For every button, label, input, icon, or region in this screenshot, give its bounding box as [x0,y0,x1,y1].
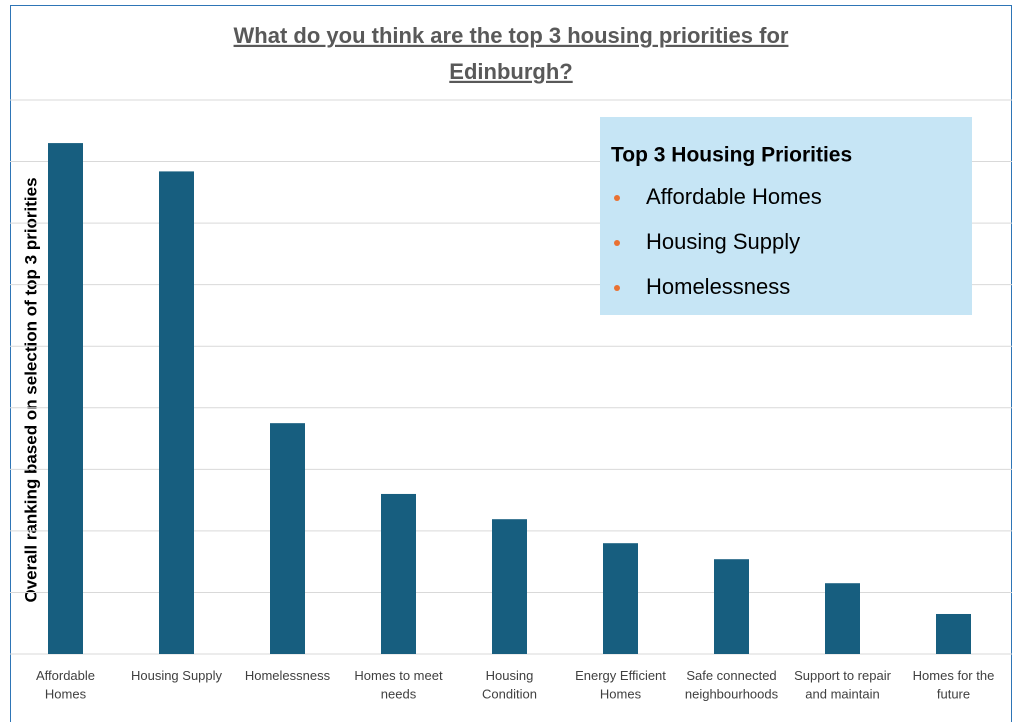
annotation-item: Affordable Homes [646,184,822,209]
x-tick-label: Support to repair and maintain [794,668,892,702]
y-axis-label: Overall ranking based on selection of to… [21,177,40,602]
bar [270,423,305,654]
bar [381,493,416,654]
bar [825,583,860,654]
bar [48,143,83,655]
x-tick-label: Affordable Homes [36,668,95,702]
x-tick-label: Housing Supply [131,668,223,683]
annotation-title: Top 3 Housing Priorities [611,144,852,167]
bar [492,519,527,654]
bar [936,613,971,654]
annotation-box: Top 3 Housing Priorities Affordable Home… [600,117,972,315]
x-tick-label: Energy Efficient Homes [575,668,666,702]
x-tick-label: Safe connected neighbourhoods [685,668,779,702]
bullet [614,240,620,246]
bar [603,543,638,654]
x-tick-label: Homes to meet needs [354,668,443,702]
chart-title: Edinburgh? [449,59,572,84]
x-tick-label: Housing Condition [482,668,537,702]
bar [714,559,749,654]
bars [48,143,971,655]
x-tick-label: Homelessness [245,668,331,683]
x-labels: Affordable Homes Housing Supply Homelessnes… [36,668,994,702]
annotation-item: Housing Supply [646,229,800,254]
bullet [614,285,620,291]
x-tick-label: Homes for the future [913,668,995,702]
annotation-item: Homelessness [646,274,790,299]
annotation-background [600,117,972,315]
chart-title: What do you think are the top 3 housing … [234,23,789,48]
bar [159,171,194,654]
bullet [614,195,620,201]
